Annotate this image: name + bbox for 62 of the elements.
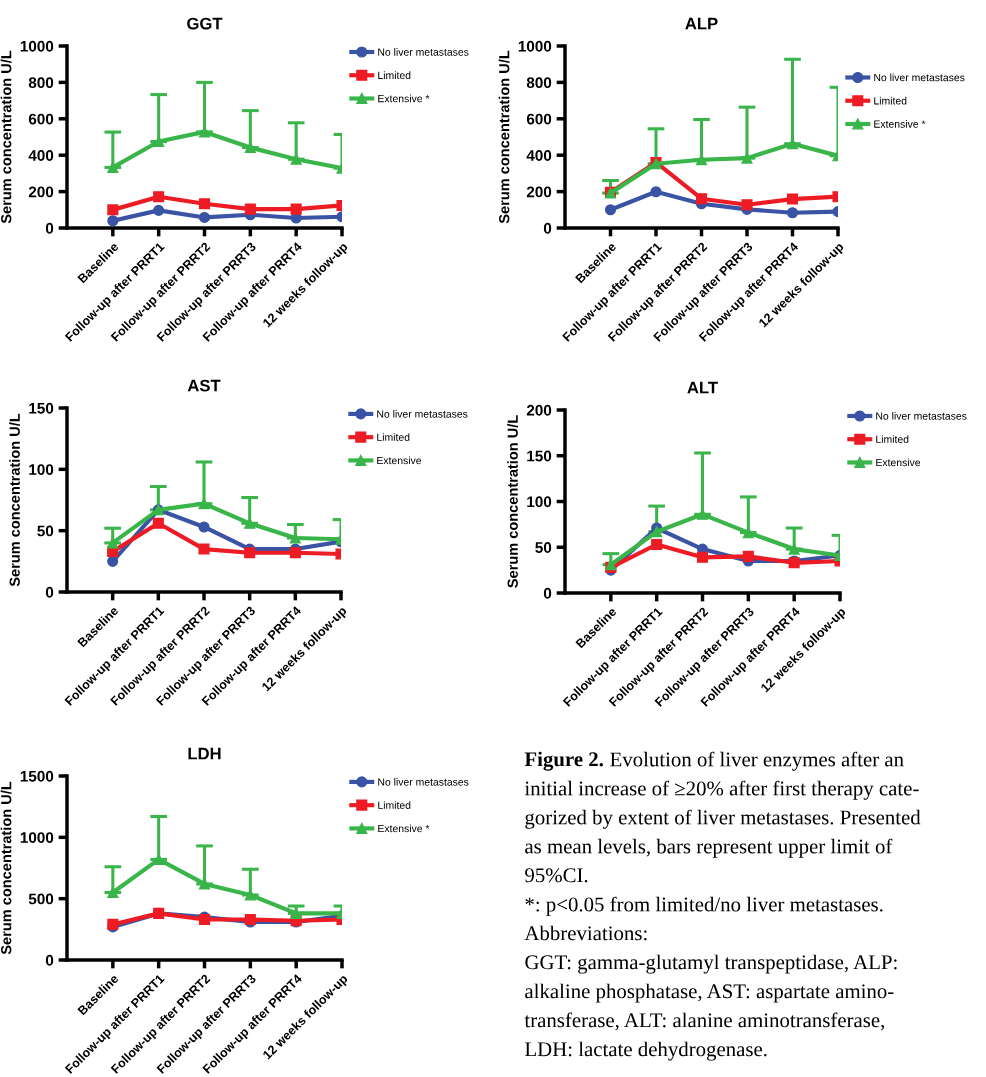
chart-title: ALT [687,381,718,394]
text: Figure 2. [524,751,603,771]
legend-label: Extensive * [378,94,430,103]
y-tick-label: 1000 [20,832,54,844]
text: Evolution of liver enzymes after an [610,751,904,771]
text: as mean levels, bars represent upper limit of [525,838,893,858]
y-axis-title: Serum concentration U/L [9,413,21,587]
text: alkaline phosphatase, AST: aspartate amino- [525,983,894,1003]
y-tick-label: 0 [45,222,54,234]
y-tick-label: 50 [37,525,54,537]
y-tick-label: 1000 [518,40,552,52]
legend-label: No liver metastases [377,410,468,418]
y-tick-label: 400 [526,150,552,161]
y-tick-label: 1500 [20,770,54,782]
legend-label: No liver metastases [378,48,469,56]
legend-label: Limited [377,433,410,441]
y-tick-label: 600 [28,113,54,125]
text: initial increase of ≥20% after first therapy cate- [524,780,919,800]
legend-label: No liver metastases [876,412,967,420]
text: *: p<0.05 from limited/no liver metastases. [525,896,883,916]
legend-label: Extensive [876,458,921,467]
text: LDH: lactate dehydrogenase. [525,1041,767,1061]
y-tick-label: 100 [527,496,552,508]
text: Abbreviations: [524,925,647,941]
chart-title: GGT [187,17,223,30]
legend-label: Limited [378,801,411,809]
legend-label: Extensive * [378,824,430,833]
text: transferase, ALT: alanine aminotransferase, [524,1012,885,1031]
legend-label: Extensive [377,456,422,465]
legend-label: No liver metastases [378,778,469,786]
y-tick-label: 0 [543,222,552,234]
y-tick-label: 200 [526,404,552,416]
y-axis-title: Serum concentration U/L [507,415,519,588]
y-tick-label: 500 [28,893,54,905]
y-tick-label: 800 [526,77,552,89]
chart-title: AST [187,379,221,392]
legend-label: No liver metastases [874,73,965,82]
y-tick-label: 800 [28,77,54,89]
y-tick-label: 200 [526,186,552,198]
y-tick-label: 100 [29,464,54,476]
y-tick-label: 0 [45,586,54,598]
chart-title: ALP [685,17,718,30]
text: GGT: gamma-glutamyl transpeptidase, ALP: [525,954,897,974]
legend-label: Limited [874,96,907,105]
legend-label: Limited [876,435,909,443]
y-tick-label: 1000 [20,40,54,52]
legend-label: Limited [378,71,411,79]
y-tick-label: 0 [45,954,54,966]
y-axis-title: Serum concentration U/L [0,50,12,224]
y-tick-label: 0 [543,587,552,599]
y-tick-label: 400 [28,150,54,161]
legend-label: Extensive * [874,120,926,128]
y-axis-title: Serum concentration U/L [0,781,12,955]
y-tick-label: 50 [535,542,552,553]
y-tick-label: 150 [29,402,54,414]
chart-title: LDH [188,747,221,760]
text: gorized by extent of liver metastases. Presented [525,809,921,829]
text: 95%CI. [525,868,588,883]
y-tick-label: 200 [28,186,54,198]
y-tick-label: 150 [527,450,552,462]
y-axis-title: Serum concentration U/L [498,50,510,224]
y-tick-label: 600 [526,113,552,125]
